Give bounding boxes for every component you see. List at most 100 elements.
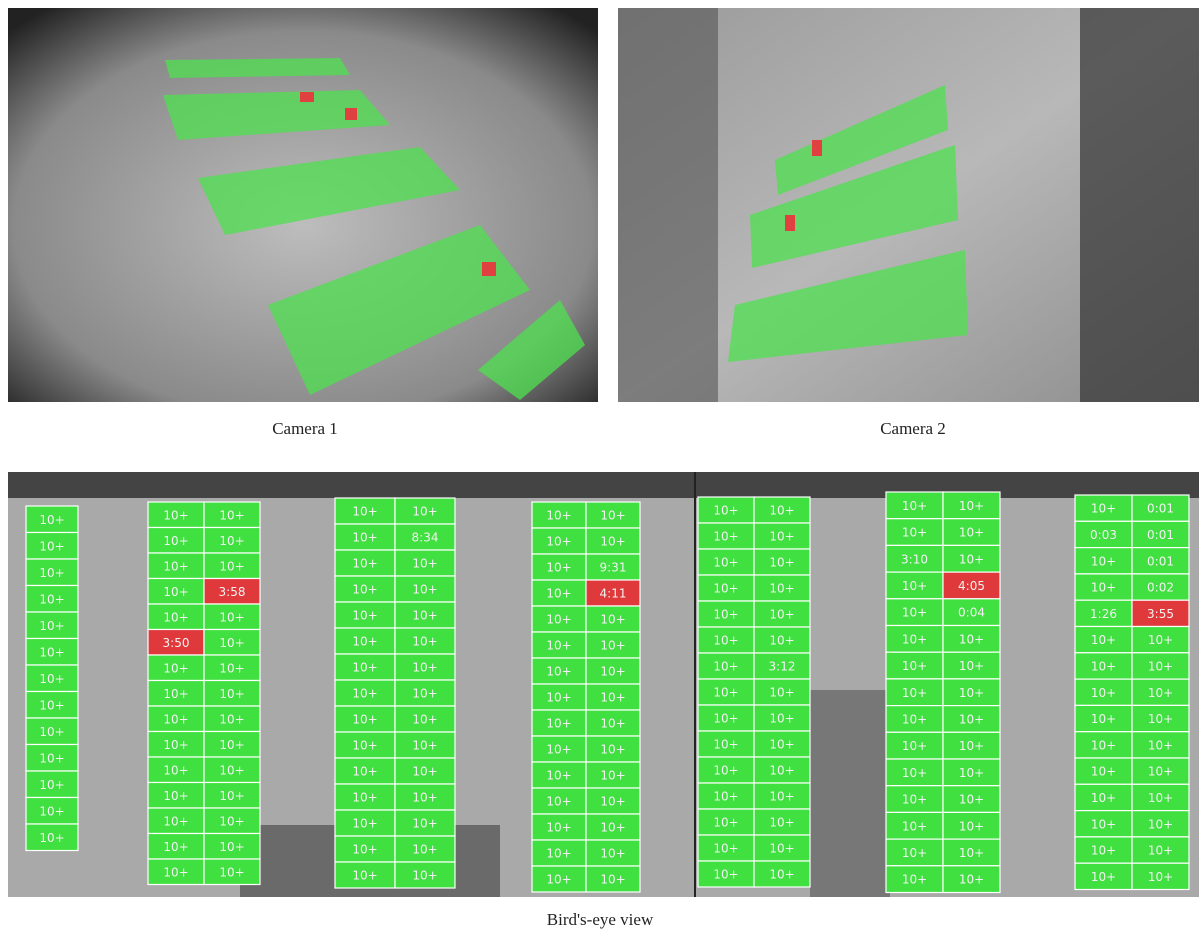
slot-label: 10+ <box>769 738 794 752</box>
parking-slot <box>147 577 205 605</box>
parking-slot <box>885 651 944 680</box>
slot-label: 10+ <box>546 509 571 523</box>
parking-slot <box>942 518 1001 547</box>
parking-slot <box>25 717 79 746</box>
slot-label: 10+ <box>902 712 927 726</box>
parking-slot <box>147 756 205 784</box>
parking-slot <box>753 652 811 680</box>
parking-slot <box>753 678 811 706</box>
parking-slot <box>942 704 1001 733</box>
slot-label: 8:34 <box>412 531 439 545</box>
slot-label: 10+ <box>546 873 571 887</box>
parking-slot <box>531 865 587 893</box>
parking-slot <box>885 811 944 840</box>
slot-label: 10+ <box>959 712 984 726</box>
parking-slot <box>394 731 456 759</box>
parking-slot <box>942 544 1001 573</box>
slot-label: 10+ <box>352 713 377 727</box>
parking-slot <box>531 839 587 867</box>
slot-label: 10+ <box>769 504 794 518</box>
slot-label: 10+ <box>412 765 437 779</box>
parking-slot <box>394 601 456 629</box>
slot-label: 10+ <box>959 819 984 833</box>
slot-label: 10+ <box>713 582 738 596</box>
parking-slot <box>147 628 205 656</box>
slot-label: 10+ <box>1091 870 1116 884</box>
slot-label: 10+ <box>959 846 984 860</box>
slot-label: 10+ <box>412 557 437 571</box>
parking-slot <box>531 683 587 711</box>
slot-label: 10+ <box>163 661 188 675</box>
parking-slot <box>147 832 205 860</box>
slot-label: 10+ <box>1148 844 1173 858</box>
slot-label: 10+ <box>412 661 437 675</box>
slot-label: 10+ <box>959 526 984 540</box>
slot-label: 10+ <box>902 766 927 780</box>
parking-slot <box>1131 520 1190 549</box>
parking-slot <box>203 552 261 580</box>
parking-slot <box>531 735 587 763</box>
parking-slot <box>753 574 811 602</box>
slot-label: 10+ <box>769 790 794 804</box>
slot-label: 10+ <box>600 821 625 835</box>
parking-slot <box>25 664 79 693</box>
slot-label: 10+ <box>163 814 188 828</box>
slot-label: 10+ <box>600 691 625 705</box>
slot-label: 10+ <box>1148 633 1173 647</box>
slot-label: 10+ <box>959 739 984 753</box>
parking-slot <box>585 813 641 841</box>
slot-label: 10+ <box>713 634 738 648</box>
parking-slot <box>25 796 79 825</box>
parking-slot <box>334 627 396 655</box>
parking-slot <box>1074 809 1133 838</box>
parking-slot <box>753 600 811 628</box>
parking-slot <box>585 683 641 711</box>
parking-slot <box>885 838 944 867</box>
parking-slot <box>334 861 396 889</box>
parking-slot <box>203 705 261 733</box>
slot-label: 10+ <box>546 535 571 549</box>
slot-label: 10+ <box>1148 686 1173 700</box>
slot-label: 10+ <box>412 687 437 701</box>
slot-label: 10+ <box>902 873 927 887</box>
caption: Bird's-eye view <box>547 910 654 929</box>
parking-slot <box>147 526 205 554</box>
slot-label: 10+ <box>1091 712 1116 726</box>
slot-label: 10+ <box>39 619 64 633</box>
parking-slot <box>1131 599 1190 628</box>
parking-slot <box>585 761 641 789</box>
parking-slot <box>1131 862 1190 891</box>
parking-slot <box>394 627 456 655</box>
parking-slot <box>147 552 205 580</box>
slot-label: 1:26 <box>1090 607 1117 621</box>
slot-label: 10+ <box>39 539 64 553</box>
parking-slot <box>585 553 641 581</box>
parking-slot <box>885 491 944 520</box>
slot-label: 10+ <box>219 865 244 879</box>
parking-slot <box>531 501 587 529</box>
slot-label: 10+ <box>163 559 188 573</box>
parking-slot <box>334 809 396 837</box>
slot-label: 10+ <box>39 592 64 606</box>
slot-label: 3:12 <box>769 660 796 674</box>
slot-label: 10+ <box>219 789 244 803</box>
slot-label: 10+ <box>546 821 571 835</box>
camera-1-image <box>8 8 598 402</box>
slot-label: 10+ <box>163 585 188 599</box>
slot-label: 10+ <box>352 687 377 701</box>
slot-label: 10+ <box>39 831 64 845</box>
slot-label: 0:04 <box>958 606 985 620</box>
parking-slot <box>147 807 205 835</box>
parking-slot <box>942 731 1001 760</box>
parking-slot <box>753 730 811 758</box>
slot-label: 10+ <box>163 840 188 854</box>
slot-label: 10+ <box>600 639 625 653</box>
slot-label: 3:10 <box>901 552 928 566</box>
parking-slot <box>585 839 641 867</box>
slot-label: 10+ <box>219 712 244 726</box>
parking-slot <box>147 654 205 682</box>
parking-slot <box>697 756 755 784</box>
parking-slot <box>753 548 811 576</box>
slot-label: 4:05 <box>958 579 985 593</box>
